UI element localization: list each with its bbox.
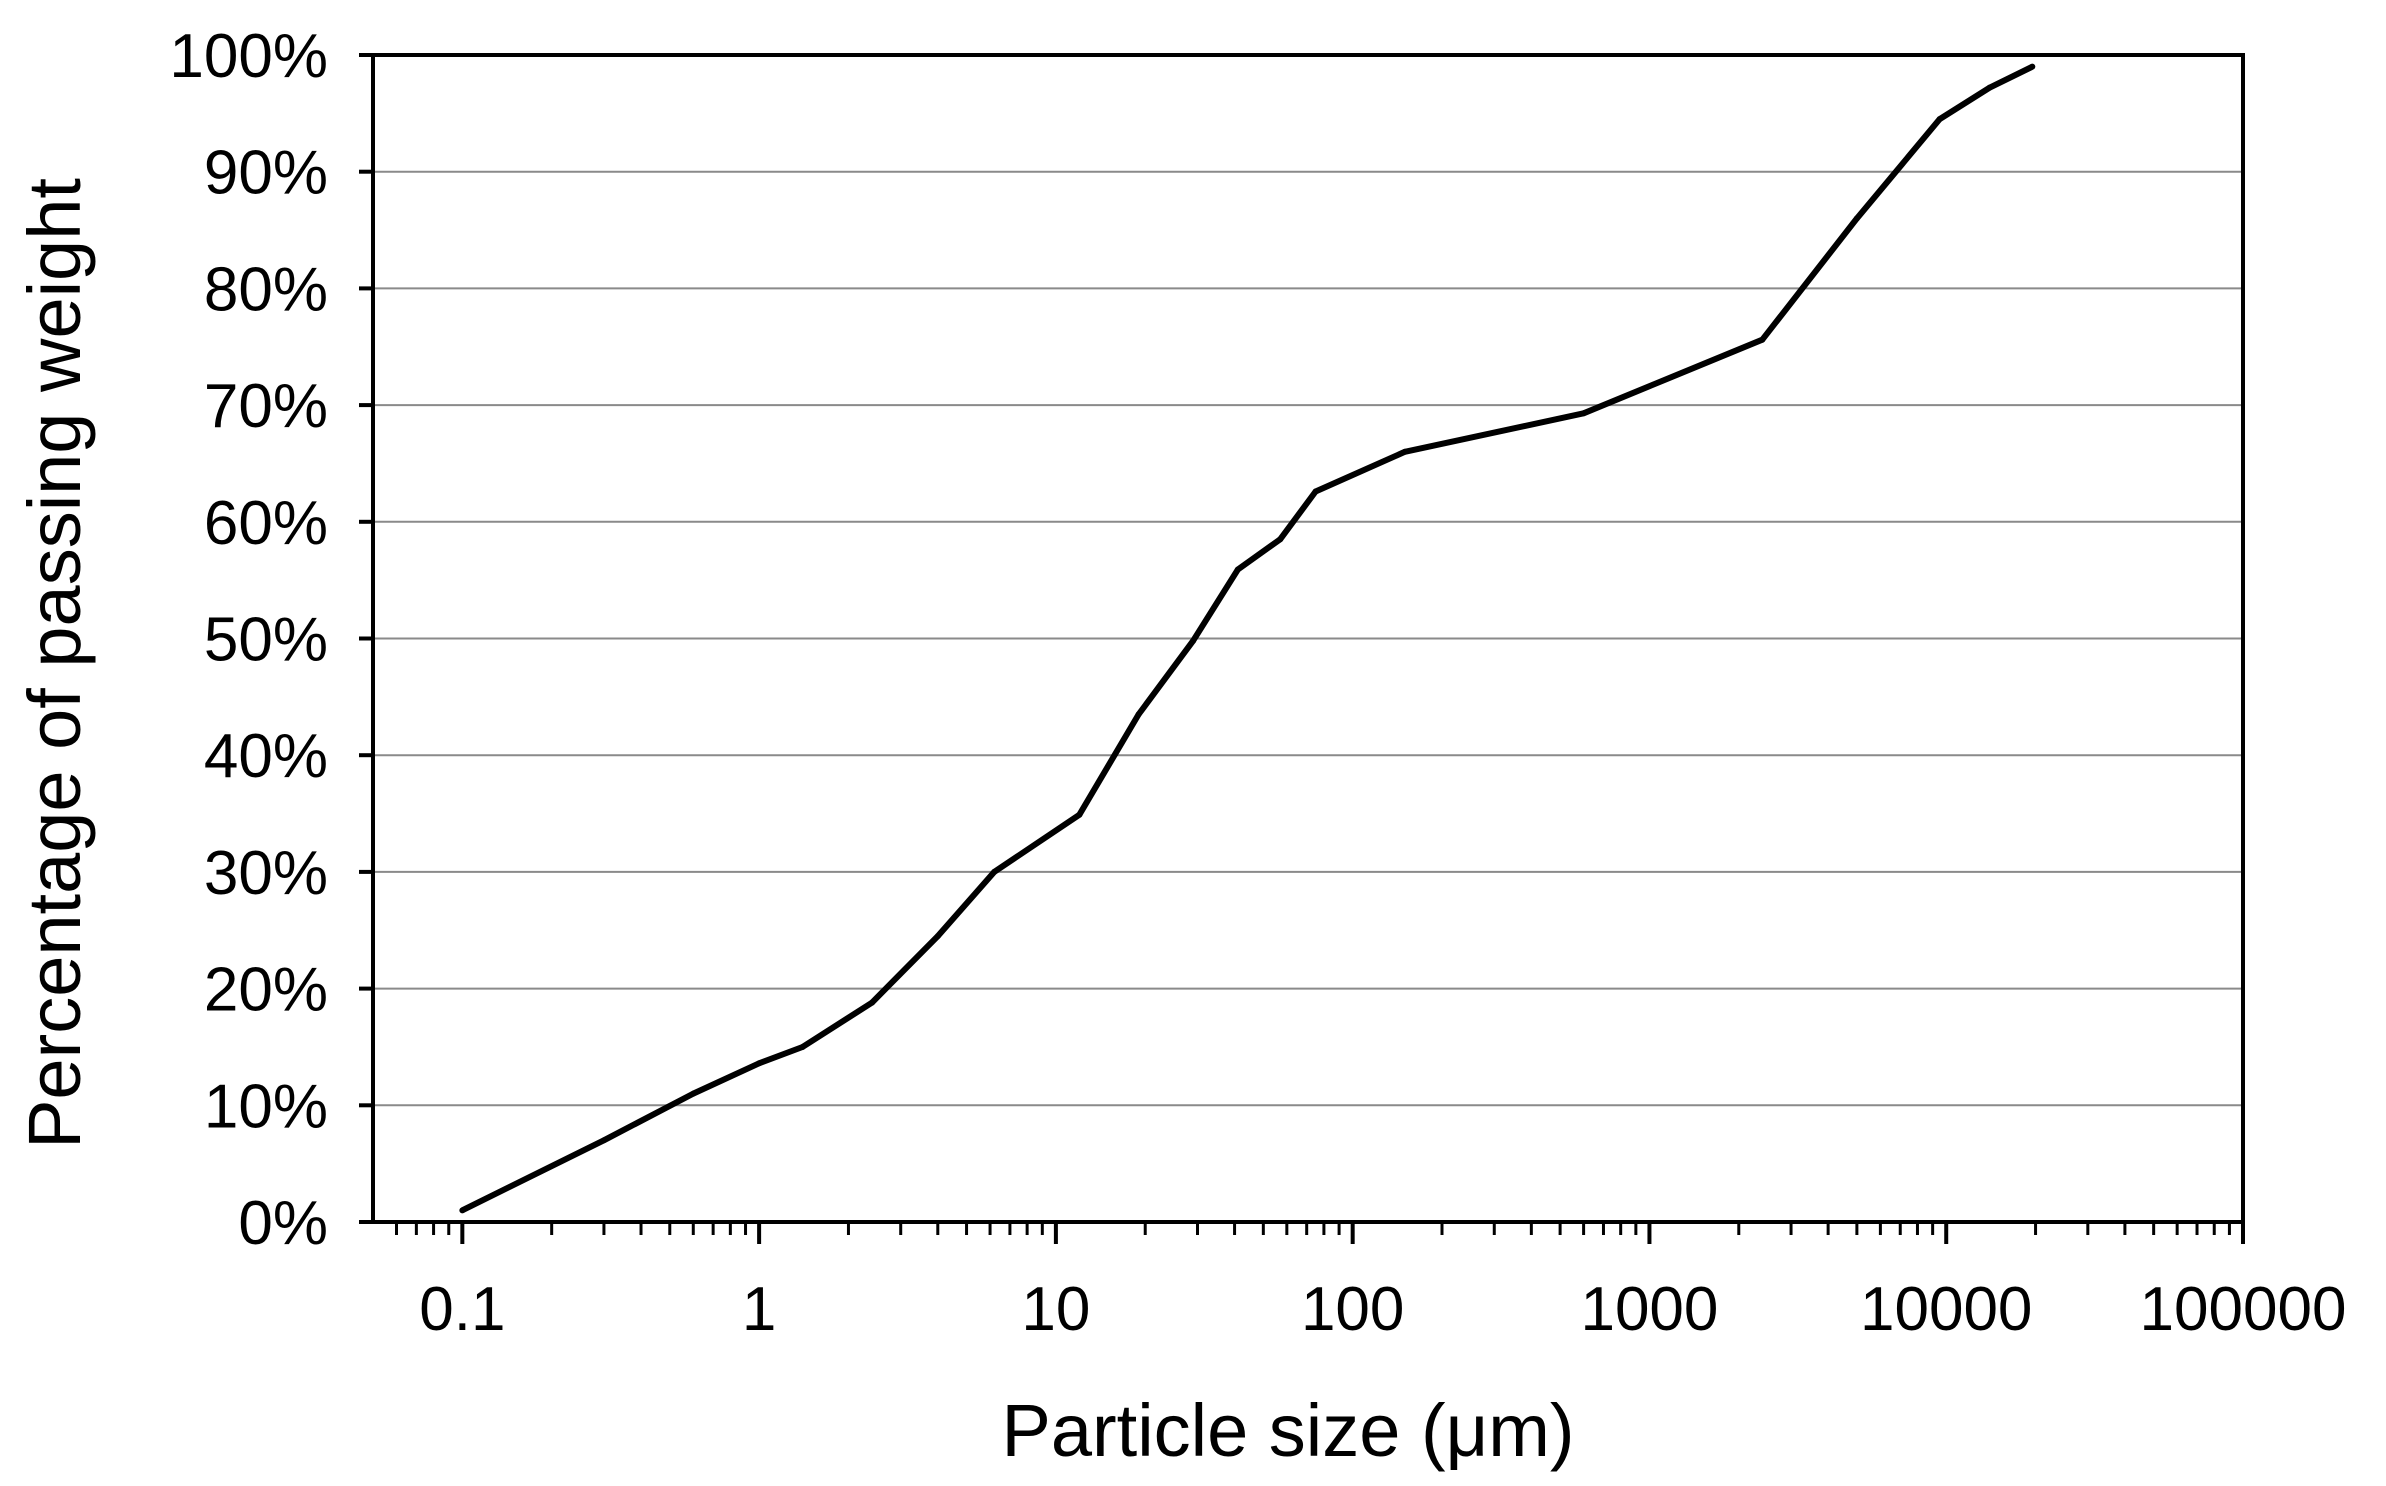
x-axis-minor-ticks [394,1222,2231,1235]
x-tick-label-3: 100 [1301,1275,1404,1344]
data-point-0-6 [934,933,941,940]
data-point-0-17 [1853,215,1860,222]
series-layer [459,63,2036,1214]
data-point-0-9 [1135,711,1142,718]
y-axis-tick-labels: 0% 10% 20% 30% 40% 50% 60% 70% 80% 90% 100% [169,22,328,1258]
y-tick-label-2: 20% [204,956,328,1025]
y-axis-title: Percentage of passing weight [13,178,96,1149]
data-point-0-20 [2029,63,2036,70]
data-point-0-19 [1986,84,1993,91]
x-axis-tick-labels: 0.1 1 10 100 1000 10000 100000 [419,1275,2346,1344]
data-point-0-0 [459,1207,466,1214]
data-point-0-15 [1580,410,1587,417]
data-point-0-8 [1076,811,1083,818]
x-tick-label-2: 10 [1021,1275,1090,1344]
y-tick-label-4: 40% [204,722,328,791]
axis-major-ticks [359,53,2245,1244]
y-tick-label-10: 100% [169,22,328,91]
grid-lines [373,170,2243,1107]
data-point-0-5 [868,999,875,1006]
data-point-0-2 [690,1090,697,1097]
y-tick-label-8: 80% [204,255,328,324]
y-tick-label-0: 0% [238,1189,328,1258]
plot-area-frame [371,53,2245,1224]
data-point-0-1 [600,1137,607,1144]
data-point-0-12 [1277,536,1284,543]
x-tick-label-0: 0.1 [419,1275,505,1344]
y-tick-label-7: 70% [204,372,328,441]
y-tick-label-6: 60% [204,489,328,558]
y-tick-label-1: 10% [204,1072,328,1141]
x-axis-title: Particle size (μm) [1001,1389,1574,1472]
data-point-0-18 [1936,116,1943,123]
data-point-0-14 [1401,448,1408,455]
data-point-0-16 [1759,336,1766,343]
data-point-0-4 [799,1043,806,1050]
x-tick-label-5: 10000 [1860,1275,2032,1344]
data-point-0-7 [991,868,998,875]
x-tick-label-4: 1000 [1580,1275,1718,1344]
x-tick-label-1: 1 [742,1275,776,1344]
data-point-0-11 [1234,566,1241,573]
x-tick-label-6: 100000 [2140,1275,2347,1344]
data-point-0-13 [1312,488,1319,495]
y-tick-label-9: 90% [204,139,328,208]
data-point-0-10 [1190,637,1197,644]
data-point-0-3 [756,1060,763,1067]
y-tick-label-5: 50% [204,606,328,675]
y-tick-label-3: 30% [204,839,328,908]
